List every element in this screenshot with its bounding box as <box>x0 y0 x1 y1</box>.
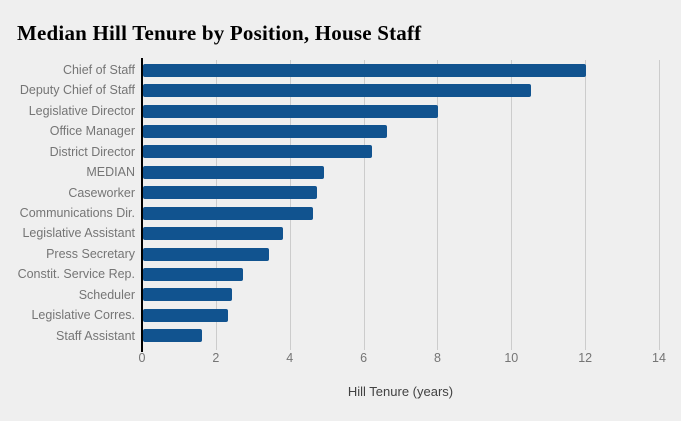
category-label: Press Secretary <box>46 246 135 261</box>
x-tick-label: 10 <box>504 351 519 365</box>
category-label: Legislative Corres. <box>31 308 135 323</box>
gridline <box>659 60 660 350</box>
bar <box>143 63 587 77</box>
category-label: Staff Assistant <box>56 328 135 343</box>
x-axis-title: Hill Tenure (years) <box>347 384 454 399</box>
bar <box>143 206 313 220</box>
bar <box>143 247 269 261</box>
chart-title: Median Hill Tenure by Position, House St… <box>17 21 422 45</box>
category-label: Scheduler <box>78 287 135 302</box>
bar <box>143 145 372 159</box>
gridline <box>215 60 217 350</box>
x-tick-label: 8 <box>433 351 441 365</box>
x-tick-label: 14 <box>652 351 666 365</box>
category-label: Chief of Staff <box>62 63 135 77</box>
x-tick-label: 0 <box>138 351 146 365</box>
category-label: Caseworker <box>68 185 135 200</box>
y-axis-line <box>141 58 143 352</box>
plot-area <box>141 58 660 352</box>
gridline <box>289 60 291 350</box>
category-label: Office Manager <box>49 124 135 139</box>
bar <box>143 268 243 281</box>
x-tick-label: 6 <box>360 351 368 365</box>
gridline <box>585 60 587 350</box>
category-label: Legislative Assistant <box>22 226 135 241</box>
bar <box>143 329 203 343</box>
bar <box>143 125 387 138</box>
category-label: Legislative Director <box>28 103 135 118</box>
bar <box>143 288 232 302</box>
category-label: Communications Dir. <box>19 206 135 220</box>
category-label: MEDIAN <box>86 165 135 180</box>
x-tick-labels: 0 2 4 6 8 10 12 14 <box>138 351 666 367</box>
x-tick-label: 12 <box>578 351 593 365</box>
bar <box>143 308 228 322</box>
category-label: Deputy Chief of Staff <box>19 83 135 98</box>
x-tick-label: 2 <box>212 351 220 365</box>
category-label: Constit. Service Rep. <box>17 267 135 282</box>
bar <box>143 186 317 200</box>
gridline <box>511 60 513 350</box>
bar <box>143 227 284 241</box>
bar <box>143 165 324 179</box>
gridline <box>363 60 365 350</box>
category-labels: Chief of Staff Deputy Chief of Staff Legis… <box>0 60 135 346</box>
category-label: District Director <box>49 144 135 159</box>
bar <box>143 84 531 98</box>
x-tick-label: 4 <box>286 351 294 365</box>
bar <box>143 104 439 118</box>
gridline <box>437 60 439 350</box>
